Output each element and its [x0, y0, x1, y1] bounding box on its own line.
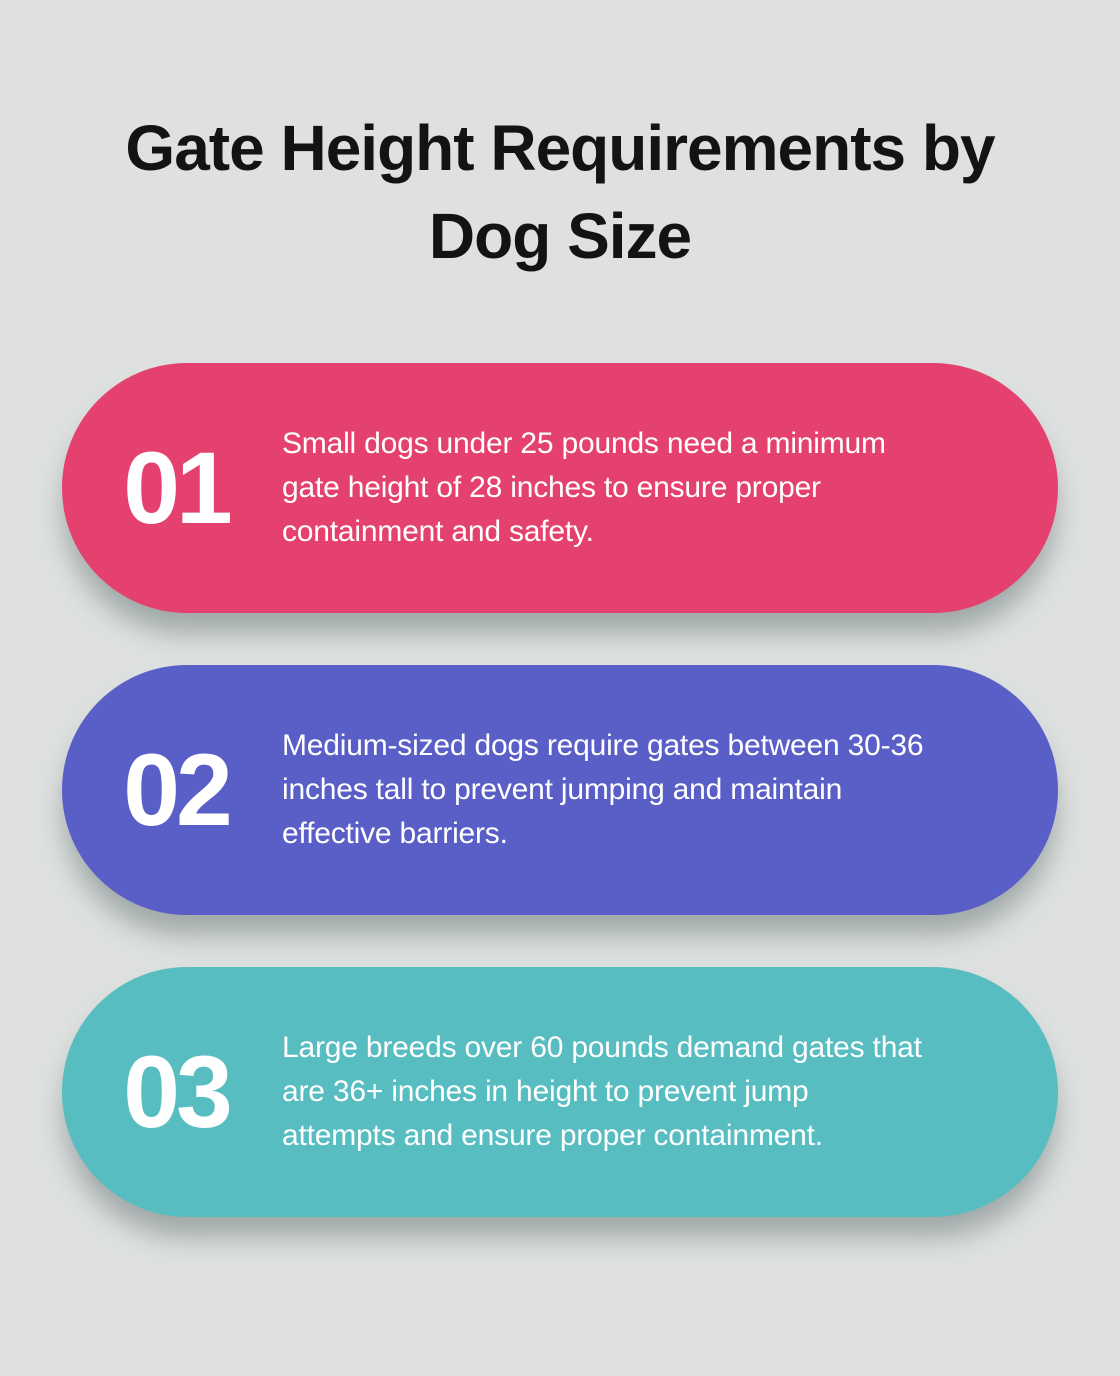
step-description-small-dogs: Small dogs under 25 pounds need a minimu… [282, 426, 886, 548]
step-number-01: 01 [123, 430, 232, 545]
step-description-medium-dogs: Medium-sized dogs require gates between … [282, 728, 924, 850]
cards-list: 01 Small dogs under 25 pounds need a min… [62, 362, 1058, 1217]
page-title: Gate Height Requirements by Dog Size [125, 112, 995, 273]
card-medium-dogs: 02 Medium-sized dogs require gates betwe… [62, 664, 1058, 915]
step-number-02: 02 [123, 732, 232, 847]
step-description-large-dogs: Large breeds over 60 pounds demand gates… [282, 1030, 922, 1152]
card-small-dogs: 01 Small dogs under 25 pounds need a min… [62, 362, 1058, 613]
card-large-dogs: 03 Large breeds over 60 pounds demand ga… [62, 966, 1058, 1217]
step-number-03: 03 [123, 1034, 232, 1149]
